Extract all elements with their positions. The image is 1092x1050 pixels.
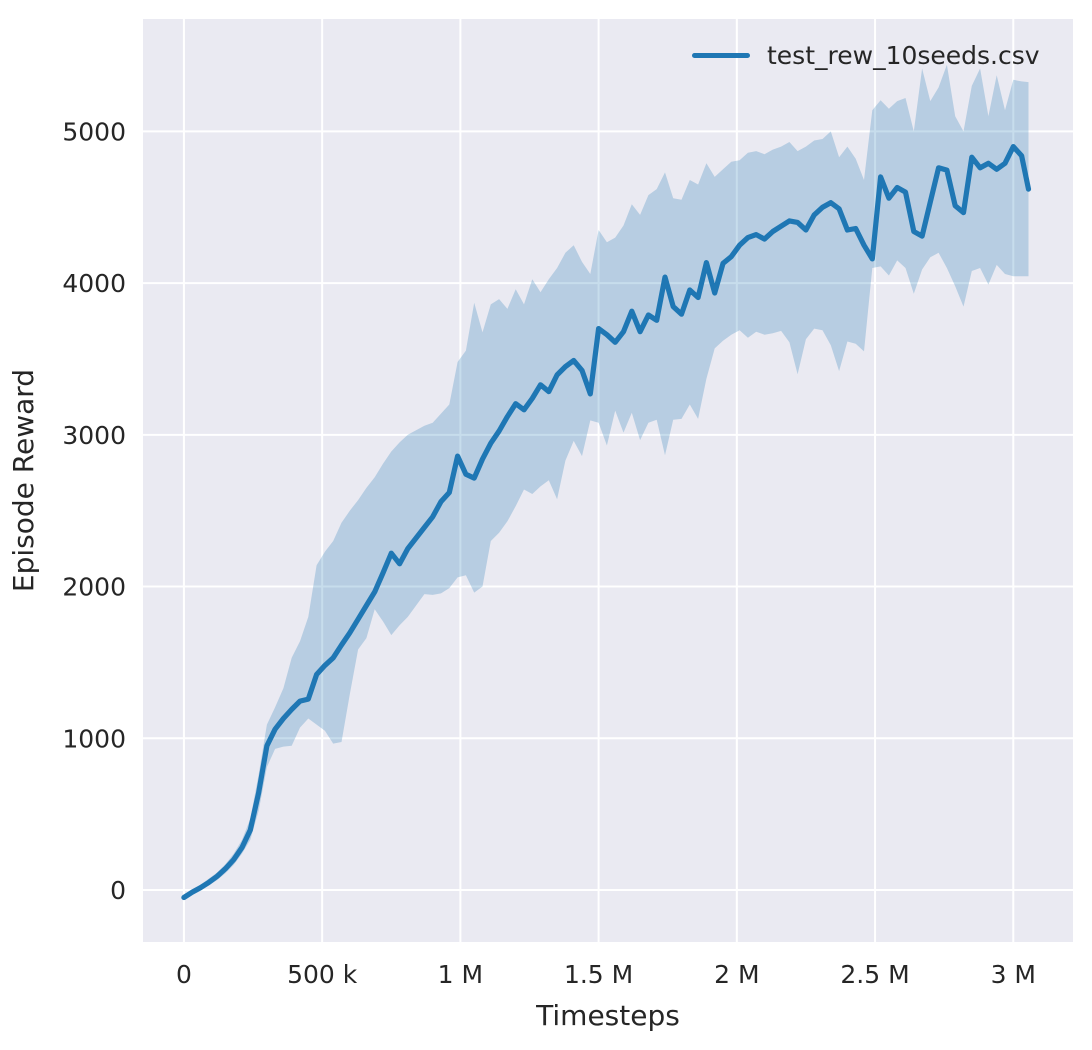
y-tick-label: 0 <box>110 876 126 905</box>
y-tick-label: 2000 <box>62 573 126 602</box>
x-tick-label: 1.5 M <box>564 960 633 989</box>
x-tick-label: 3 M <box>991 960 1036 989</box>
legend-line-swatch <box>692 52 750 58</box>
y-tick-label: 3000 <box>62 421 126 450</box>
mean-line <box>181 144 1032 901</box>
x-tick-label: 500 k <box>287 960 358 989</box>
y-tick-label: 1000 <box>62 724 126 753</box>
y-tick-label: 4000 <box>62 269 126 298</box>
x-tick-label: 2 M <box>714 960 759 989</box>
legend-label: test_rew_10seeds.csv <box>767 40 1040 70</box>
x-tick-label: 1 M <box>438 960 483 989</box>
x-tick-label: 2.5 M <box>840 960 909 989</box>
y-axis-label: Episode Reward <box>7 369 40 592</box>
x-axis-label: Timesteps <box>535 999 680 1032</box>
confidence-band <box>183 64 1029 900</box>
plot-area <box>143 19 1073 942</box>
y-tick-label: 5000 <box>62 117 126 146</box>
legend: test_rew_10seeds.csv <box>692 41 1040 69</box>
x-tick-label: 0 <box>176 960 192 989</box>
